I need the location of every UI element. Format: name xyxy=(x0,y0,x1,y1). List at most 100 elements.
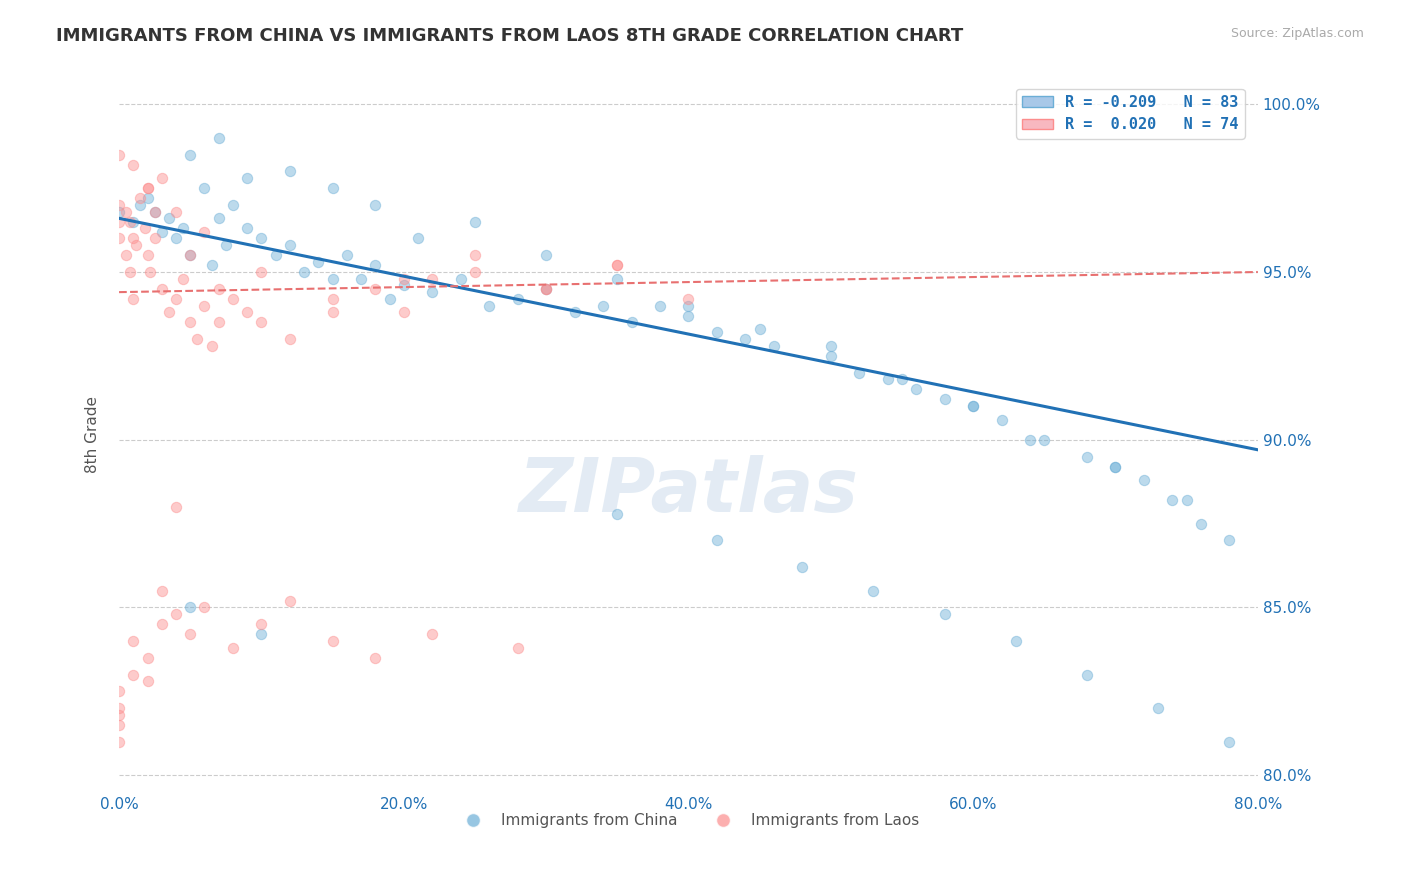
Point xyxy=(122,231,145,245)
Point xyxy=(1033,433,1056,447)
Point xyxy=(122,158,145,172)
Point xyxy=(150,225,173,239)
Point xyxy=(250,617,273,632)
Point xyxy=(678,292,700,306)
Point xyxy=(208,282,231,296)
Point xyxy=(150,617,173,632)
Point xyxy=(478,299,501,313)
Point xyxy=(136,650,159,665)
Point xyxy=(534,282,557,296)
Point xyxy=(990,412,1012,426)
Point xyxy=(136,674,159,689)
Point xyxy=(264,248,287,262)
Point xyxy=(143,231,166,245)
Point xyxy=(120,265,142,279)
Point xyxy=(125,238,148,252)
Point xyxy=(905,383,928,397)
Point xyxy=(592,299,614,313)
Point xyxy=(464,215,486,229)
Point xyxy=(278,164,301,178)
Point xyxy=(165,500,187,514)
Point xyxy=(136,181,159,195)
Point xyxy=(606,507,628,521)
Point xyxy=(108,204,131,219)
Point xyxy=(179,600,201,615)
Point xyxy=(136,191,159,205)
Point xyxy=(150,282,173,296)
Point xyxy=(143,204,166,219)
Point xyxy=(215,238,238,252)
Point xyxy=(108,734,131,748)
Point xyxy=(122,292,145,306)
Point xyxy=(236,221,259,235)
Point xyxy=(108,718,131,732)
Point xyxy=(706,533,728,548)
Point xyxy=(820,349,842,363)
Point xyxy=(278,238,301,252)
Point xyxy=(172,271,194,285)
Point xyxy=(122,634,145,648)
Point xyxy=(1076,667,1098,681)
Point xyxy=(157,305,180,319)
Point xyxy=(150,583,173,598)
Point xyxy=(108,215,131,229)
Point xyxy=(108,147,131,161)
Point xyxy=(734,332,756,346)
Point xyxy=(350,271,373,285)
Point xyxy=(891,372,914,386)
Point xyxy=(564,305,586,319)
Point xyxy=(876,372,898,386)
Legend: Immigrants from China, Immigrants from Laos: Immigrants from China, Immigrants from L… xyxy=(451,807,925,834)
Point xyxy=(136,248,159,262)
Point xyxy=(208,211,231,226)
Point xyxy=(1218,533,1240,548)
Point xyxy=(193,181,215,195)
Point xyxy=(179,248,201,262)
Point xyxy=(208,131,231,145)
Point xyxy=(222,198,245,212)
Point xyxy=(606,271,628,285)
Point xyxy=(762,339,785,353)
Point xyxy=(378,292,401,306)
Point xyxy=(336,248,359,262)
Point xyxy=(193,299,215,313)
Point xyxy=(108,707,131,722)
Point xyxy=(179,627,201,641)
Point xyxy=(506,292,529,306)
Point xyxy=(165,231,187,245)
Point xyxy=(606,258,628,272)
Point xyxy=(129,191,152,205)
Point xyxy=(606,258,628,272)
Point xyxy=(108,701,131,715)
Point xyxy=(120,215,142,229)
Point xyxy=(862,583,884,598)
Point xyxy=(1005,634,1028,648)
Point xyxy=(420,285,443,300)
Point xyxy=(420,627,443,641)
Point xyxy=(534,248,557,262)
Point xyxy=(934,392,956,407)
Point xyxy=(143,204,166,219)
Point xyxy=(307,255,329,269)
Point xyxy=(1189,516,1212,531)
Point xyxy=(292,265,315,279)
Point xyxy=(648,299,671,313)
Point xyxy=(179,315,201,329)
Point xyxy=(165,292,187,306)
Point xyxy=(534,282,557,296)
Point xyxy=(115,204,138,219)
Point xyxy=(322,305,344,319)
Point xyxy=(122,667,145,681)
Point xyxy=(620,315,643,329)
Point xyxy=(322,292,344,306)
Point xyxy=(172,221,194,235)
Point xyxy=(962,399,984,413)
Point xyxy=(150,171,173,186)
Point xyxy=(278,593,301,607)
Point xyxy=(364,650,387,665)
Point xyxy=(322,271,344,285)
Point xyxy=(193,600,215,615)
Point xyxy=(108,231,131,245)
Point xyxy=(108,198,131,212)
Point xyxy=(678,309,700,323)
